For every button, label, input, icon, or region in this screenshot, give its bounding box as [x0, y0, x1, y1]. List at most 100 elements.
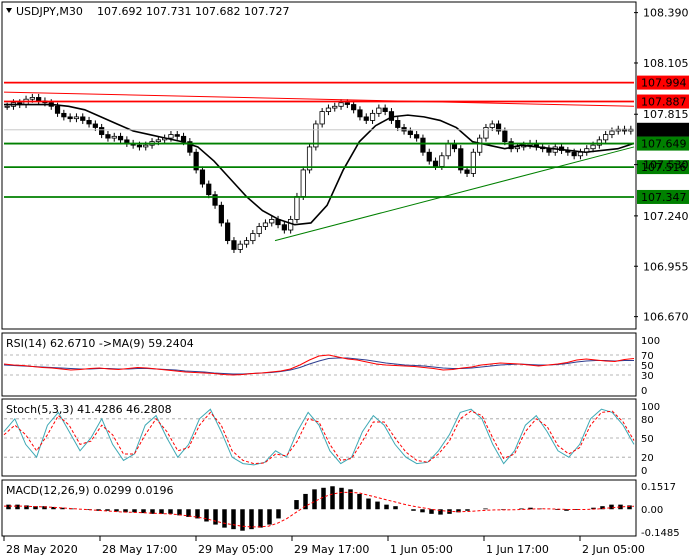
resistance-trendline	[3, 91, 635, 107]
candle-body	[571, 151, 577, 157]
candle-body	[502, 130, 508, 143]
stoch-k-line	[3, 408, 635, 466]
candle-body	[168, 134, 174, 139]
candle-body	[464, 169, 470, 174]
candle-body	[477, 137, 483, 153]
candle-body	[281, 224, 287, 231]
candle-body	[67, 116, 73, 120]
candle-body	[231, 240, 237, 250]
oscillator-axis-label: 70	[641, 351, 654, 362]
time-axis-label: 28 May 2020	[6, 543, 78, 556]
candle-body	[458, 148, 464, 171]
oscillator-axis-label: 0	[641, 466, 647, 477]
price-axis-label: 108.105	[643, 57, 689, 70]
candle-body	[596, 139, 602, 146]
candle-body	[382, 107, 388, 112]
level-label-box	[637, 122, 689, 137]
symbol-label: USDJPY,M30	[16, 5, 83, 18]
price-axis-label: 108.390	[643, 7, 689, 20]
price-axis-label: 106.955	[643, 260, 689, 273]
ohlc-values: 107.692 107.731 107.682 107.727	[97, 5, 289, 18]
oscillator-axis-label: -0.1485	[641, 528, 680, 539]
candle-body	[92, 123, 98, 128]
oscillator-axis-label: 50	[641, 361, 654, 372]
macd-signal-line	[4, 491, 635, 528]
level-label-box	[637, 136, 689, 151]
candle-body	[546, 148, 552, 153]
candle-body	[395, 120, 401, 128]
candle-body	[470, 151, 476, 174]
candle-body	[306, 146, 313, 171]
price-axis-label: 107.240	[643, 210, 689, 223]
candle-body	[180, 135, 187, 143]
candle-body	[420, 137, 426, 153]
candle-body	[495, 123, 502, 132]
candle-body	[376, 107, 382, 114]
time-axis-label: 1 Jun 05:00	[390, 543, 453, 556]
symbol-dropdown-icon[interactable]	[6, 8, 12, 13]
oscillator-axis-label: 0.1517	[641, 482, 676, 493]
candle-body	[111, 135, 117, 139]
candle-body	[73, 116, 80, 120]
candle-body	[174, 134, 180, 137]
oscillator-axis-label: 100	[641, 336, 660, 347]
price-axis-label: 107.530	[643, 159, 689, 172]
time-axis-label: 1 Jun 17:00	[486, 543, 549, 556]
level-label: 107.994	[641, 77, 687, 90]
price-axis-label: 107.815	[643, 108, 689, 121]
candle-body	[86, 120, 92, 125]
candle-body	[54, 105, 61, 114]
oscillator-axis-label: 20	[641, 453, 654, 464]
time-axis-label: 28 May 17:00	[102, 543, 177, 556]
level-label-box	[637, 75, 689, 90]
oscillator-axis-label: 30	[641, 371, 654, 382]
candle-body	[99, 127, 105, 135]
candle-body	[269, 219, 275, 224]
candle-body	[105, 134, 111, 139]
level-label-box	[637, 160, 689, 175]
candle-body	[243, 240, 250, 245]
candle-body	[136, 144, 143, 148]
candle-body	[288, 219, 294, 231]
level-label-box	[637, 189, 689, 204]
candle-body	[61, 112, 67, 118]
candle-body	[300, 169, 306, 197]
candle-body	[256, 226, 262, 234]
oscillator-axis-label: 80	[641, 415, 654, 426]
candle-body	[187, 141, 193, 153]
candle-body	[193, 151, 199, 171]
candle-body	[117, 135, 124, 141]
level-label-box	[637, 94, 689, 109]
candle-body	[29, 97, 35, 100]
oscillator-axis-label: 0	[641, 386, 647, 397]
macd-title: MACD(12,26,9) 0.0299 0.0196	[6, 484, 174, 497]
stoch-panel	[1, 398, 637, 477]
rsi-title: RSI(14) 62.6710 ->MA(9) 59.2404	[6, 337, 194, 350]
candle-body	[218, 204, 224, 224]
oscillator-axis-label: 0.00	[641, 505, 663, 516]
time-axis-label: 2 Jun 05:00	[582, 543, 645, 556]
time-axis-label: 29 May 17:00	[294, 543, 369, 556]
level-label: 107.516	[641, 161, 687, 174]
candle-body	[483, 127, 489, 139]
candle-body	[313, 123, 319, 148]
candle-body	[237, 243, 243, 250]
candle-body	[225, 222, 231, 242]
candle-body	[332, 105, 338, 109]
candle-body	[262, 222, 269, 227]
candle-body	[4, 105, 10, 108]
candle-body	[143, 144, 149, 148]
candle-body	[508, 141, 514, 150]
oscillator-axis-label: 100	[641, 402, 660, 413]
candle-body	[212, 194, 218, 206]
candle-body	[445, 143, 451, 157]
candle-body	[609, 130, 615, 135]
stoch-title: Stoch(5,3,3) 41.4286 46.2808	[6, 403, 172, 416]
candle-body	[369, 112, 376, 121]
candle-body	[514, 146, 521, 150]
candle-body	[294, 196, 300, 220]
candle-body	[199, 169, 206, 185]
candle-body	[206, 183, 212, 196]
candle-body	[414, 134, 420, 139]
candle-body	[80, 116, 86, 121]
